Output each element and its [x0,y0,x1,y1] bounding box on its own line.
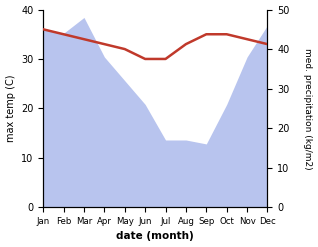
Y-axis label: max temp (C): max temp (C) [5,75,16,142]
Y-axis label: med. precipitation (kg/m2): med. precipitation (kg/m2) [303,48,313,169]
X-axis label: date (month): date (month) [116,231,194,242]
